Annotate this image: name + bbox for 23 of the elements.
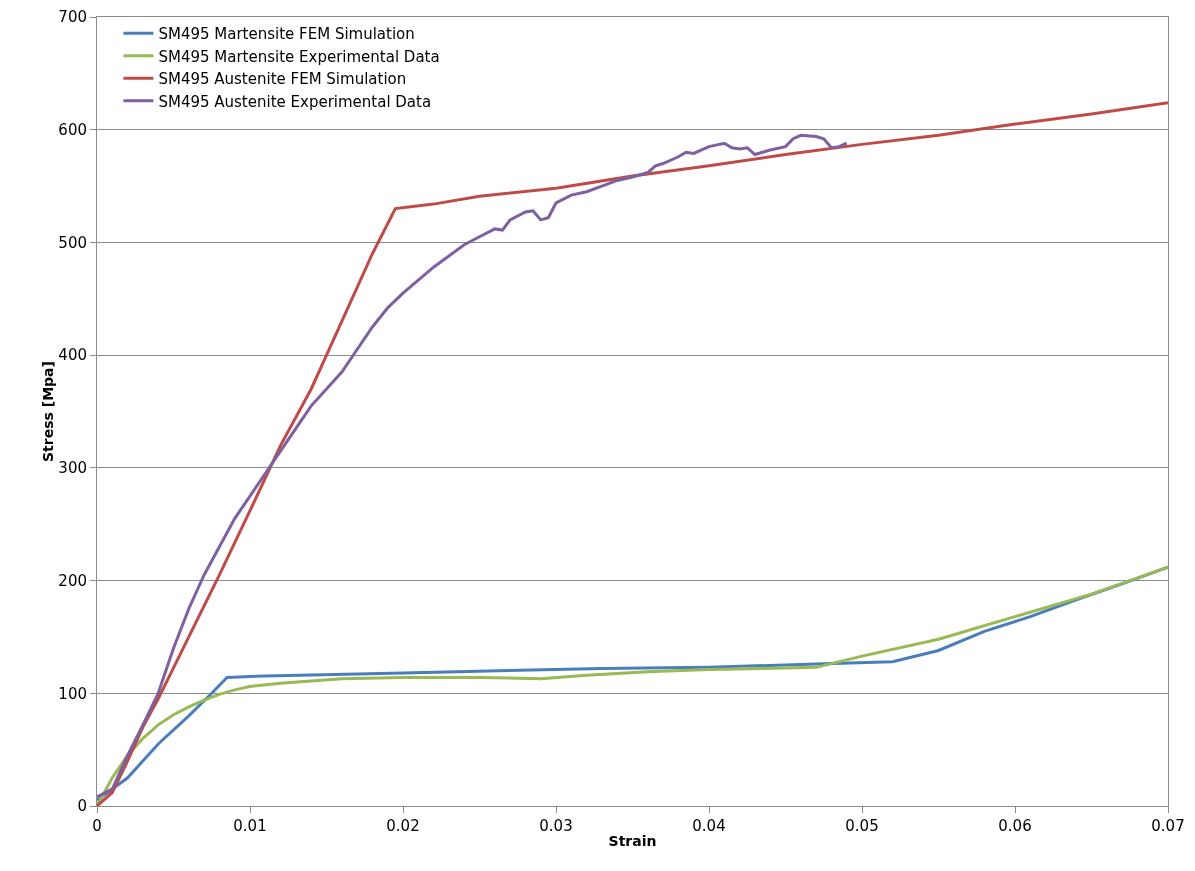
y-axis-title: Stress [Mpa] bbox=[40, 361, 57, 462]
y-tick-label: 400 bbox=[58, 346, 87, 365]
y-tick-label: 100 bbox=[58, 684, 87, 703]
legend-label: SM495 Austenite FEM Simulation bbox=[158, 70, 407, 89]
x-tick-label: 0.01 bbox=[233, 817, 267, 835]
legend-label: SM495 Austenite Experimental Data bbox=[158, 92, 432, 111]
x-tick-label: 0.07 bbox=[1151, 817, 1185, 835]
y-tick-label: 0 bbox=[77, 797, 87, 816]
x-tick-label: 0.04 bbox=[692, 817, 726, 835]
legend-label: SM495 Martensite FEM Simulation bbox=[158, 25, 415, 44]
x-axis-title: Strain bbox=[608, 833, 657, 850]
y-tick-label: 300 bbox=[58, 459, 87, 478]
x-tick-label: 0 bbox=[92, 817, 102, 835]
legend-label: SM495 Martensite Experimental Data bbox=[158, 47, 440, 66]
x-tick-label: 0.03 bbox=[539, 817, 573, 835]
x-tick-label: 0.05 bbox=[845, 817, 879, 835]
y-tick-label: 200 bbox=[58, 571, 87, 590]
x-tick-label: 0.06 bbox=[998, 817, 1032, 835]
y-tick-label: 600 bbox=[58, 120, 87, 139]
y-tick-label: 700 bbox=[58, 8, 87, 27]
x-tick-label: 0.02 bbox=[386, 817, 420, 835]
y-tick-label: 500 bbox=[58, 233, 87, 252]
line-series bbox=[97, 133, 849, 799]
